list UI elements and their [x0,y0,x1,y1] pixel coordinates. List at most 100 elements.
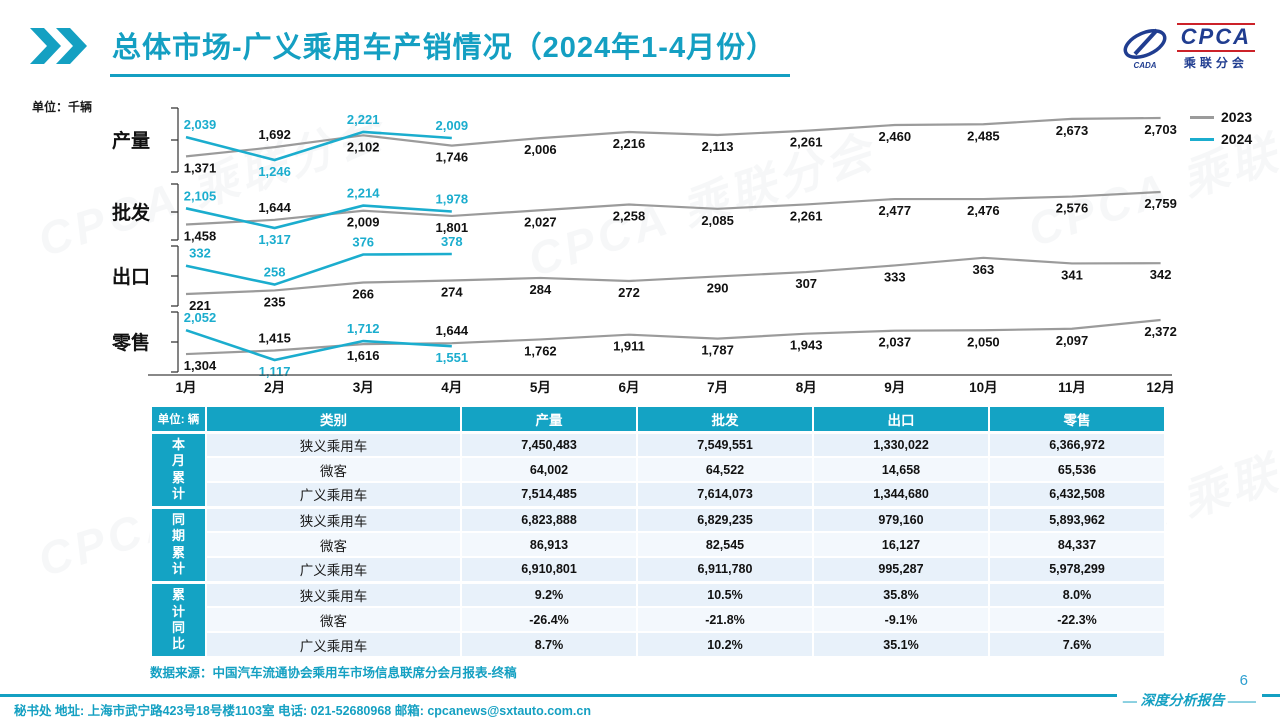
svg-text:3月: 3月 [353,380,374,395]
svg-text:1月: 1月 [175,380,196,395]
value-cell: -22.3% [988,606,1166,633]
svg-text:5月: 5月 [530,380,551,395]
svg-text:4月: 4月 [441,380,462,395]
footer-report-label: — 深度分析报告 —— [1117,690,1262,710]
legend-item-2024: 2024 [1190,128,1252,150]
svg-text:1,911: 1,911 [613,339,645,354]
table-group-label: 本月累计 [150,430,207,508]
svg-text:1,616: 1,616 [347,348,380,363]
value-cell: 1,344,680 [812,481,990,508]
svg-text:1,746: 1,746 [436,150,469,165]
header: 总体市场-广义乘用车产销情况（2024年1-4月份） CADA CPCA 乘联分… [30,22,1255,82]
svg-text:2,477: 2,477 [879,203,912,218]
svg-text:1,644: 1,644 [436,323,469,338]
value-cell: 6,366,972 [988,430,1166,458]
svg-text:出口: 出口 [112,265,150,288]
footer-contact: 秘书处 地址: 上海市武宁路423号18号楼1103室 电话: 021-5268… [14,704,591,718]
table-column-header: 出口 [812,405,990,433]
cpca-logo: CADA CPCA 乘联分会 [1119,22,1255,72]
svg-text:9月: 9月 [884,380,905,395]
table-row: 同期累计狭义乘用车 6,823,888 6,829,235 979,160 5,893,… [150,505,1166,583]
svg-text:2,009: 2,009 [436,118,469,133]
data-source-note: 数据来源：中国汽车流通协会乘用车市场信息联席分会月报表-终稿 [150,666,517,680]
svg-text:2,052: 2,052 [184,310,217,325]
svg-text:2,576: 2,576 [1056,201,1089,216]
value-cell: 84,337 [988,531,1166,558]
svg-text:10月: 10月 [969,380,998,395]
svg-text:2,039: 2,039 [184,117,217,132]
value-cell: 979,160 [812,505,990,533]
svg-text:1,415: 1,415 [258,331,291,346]
value-cell: 6,829,235 [636,505,814,533]
svg-text:2,050: 2,050 [967,334,1000,349]
value-cell: 7,450,483 [460,430,638,458]
cpca-logo-subtext: 乘联分会 [1183,55,1248,70]
value-cell: 64,002 [460,456,638,483]
svg-text:7月: 7月 [707,380,728,395]
svg-text:2,216: 2,216 [613,136,646,151]
value-cell: -21.8% [636,606,814,633]
footer-divider [0,694,1280,697]
svg-text:11月: 11月 [1058,380,1086,395]
legend-line-2023 [1190,115,1214,119]
value-cell: 64,522 [636,456,814,483]
value-cell: 86,913 [460,531,638,558]
svg-text:378: 378 [441,234,463,249]
svg-text:258: 258 [264,265,286,280]
svg-text:2,085: 2,085 [701,213,734,228]
svg-text:2,105: 2,105 [184,188,217,203]
table-row: 微客 86,913 82,545 16,127 84,337 [151,531,1166,558]
svg-text:1,551: 1,551 [436,350,469,365]
summary-table: 单位: 辆类别 产量 批发 出口 零售本月累计狭义乘用车 7,450,483 7,549,5… [150,405,1166,658]
svg-text:2,476: 2,476 [967,203,1000,218]
svg-text:2,258: 2,258 [613,209,646,224]
value-cell: 1,330,022 [812,430,990,458]
svg-text:266: 266 [352,287,374,302]
table-row: 微客 64,002 64,522 14,658 65,536 [151,456,1166,483]
legend-item-2023: 2023 [1190,106,1252,128]
legend-label-2024: 2024 [1221,131,1253,147]
svg-text:333: 333 [884,269,906,284]
svg-text:2,221: 2,221 [347,112,380,127]
svg-text:零售: 零售 [111,331,150,354]
page-number: 6 [1239,672,1248,689]
svg-text:332: 332 [189,246,211,261]
svg-text:290: 290 [707,280,729,295]
svg-text:1,117: 1,117 [259,364,291,379]
svg-text:363: 363 [973,262,995,277]
value-cell: 7,614,073 [636,481,814,508]
table-row: 广义乘用车 8.7% 10.2% 35.1% 7.6% [151,631,1166,658]
svg-text:376: 376 [352,235,374,250]
svg-text:6月: 6月 [618,380,639,395]
svg-text:2,372: 2,372 [1144,324,1177,339]
table-unit-header: 单位: 辆 [150,405,207,433]
svg-text:2,214: 2,214 [347,186,380,201]
svg-text:2,027: 2,027 [524,214,557,229]
table-group-label: 累计同比 [150,580,207,658]
svg-text:1,978: 1,978 [436,191,469,206]
value-cell: 7,514,485 [460,481,638,508]
value-cell: 14,658 [812,456,990,483]
svg-text:8月: 8月 [796,380,817,395]
value-cell: 65,536 [988,456,1166,483]
svg-text:2,759: 2,759 [1144,196,1177,211]
svg-text:批发: 批发 [112,201,151,224]
category-cell: 狭义乘用车 [205,430,462,458]
category-cell: 广义乘用车 [205,556,462,583]
svg-text:2,485: 2,485 [967,128,1000,143]
svg-text:2,261: 2,261 [790,135,823,150]
svg-text:1,692: 1,692 [258,127,291,142]
value-cell: 16,127 [812,531,990,558]
svg-text:12月: 12月 [1146,380,1175,395]
svg-text:342: 342 [1150,267,1172,282]
table-column-header: 零售 [988,405,1166,433]
value-cell: 82,545 [636,531,814,558]
svg-text:235: 235 [264,294,286,309]
svg-text:1,304: 1,304 [184,358,217,373]
value-cell: 10.5% [636,580,814,608]
chart-unit-label: 单位：千辆 [32,100,93,114]
legend-label-2023: 2023 [1221,109,1253,125]
category-cell: 微客 [205,456,462,483]
svg-text:272: 272 [618,285,640,300]
